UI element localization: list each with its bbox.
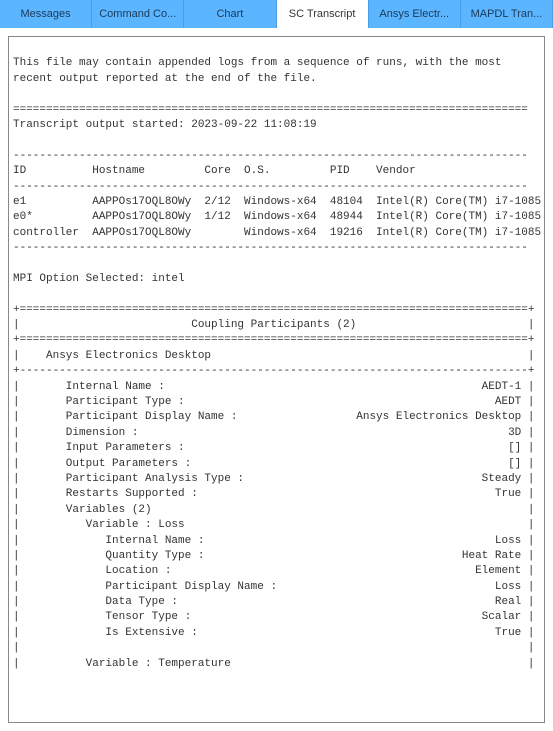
transcript-text[interactable]: This file may contain appended logs from… — [9, 37, 544, 722]
tab-bar: Messages Command Co... Chart SC Transcri… — [0, 0, 553, 28]
tab-messages[interactable]: Messages — [0, 0, 92, 28]
tab-mapdl-transcript[interactable]: MAPDL Tran... — [461, 0, 553, 28]
content-area: This file may contain appended logs from… — [8, 36, 545, 723]
tab-ansys-electronics[interactable]: Ansys Electr... — [369, 0, 461, 28]
tab-command-console[interactable]: Command Co... — [92, 0, 184, 28]
tab-chart[interactable]: Chart — [184, 0, 276, 28]
tab-sc-transcript[interactable]: SC Transcript — [277, 0, 369, 28]
